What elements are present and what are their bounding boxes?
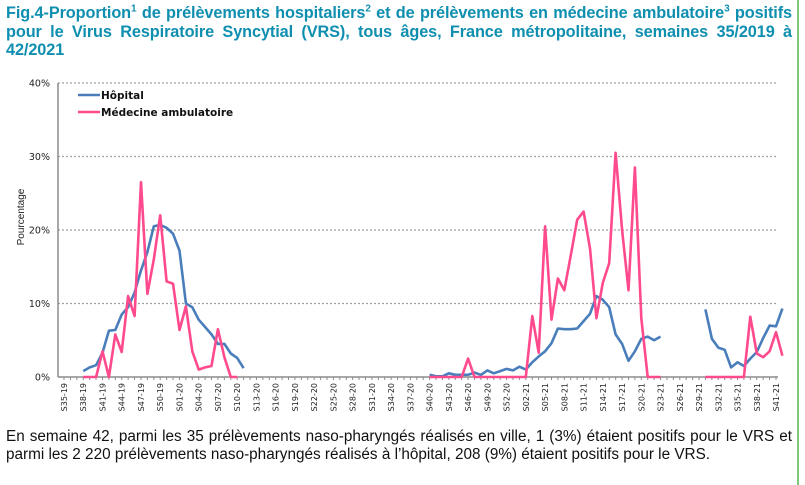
x-tick-label: S01-20 bbox=[175, 383, 184, 411]
x-tick-label: S50-19 bbox=[156, 383, 165, 411]
series-line-hospital bbox=[429, 294, 662, 378]
legend-label-hospital: Hôpital bbox=[101, 90, 144, 102]
x-tick-label: S13-20 bbox=[252, 383, 261, 411]
series-line-ambulatory bbox=[429, 151, 661, 379]
series-lines bbox=[82, 151, 784, 379]
x-tick-label: S44-19 bbox=[118, 383, 127, 411]
y-tick-label: 20% bbox=[29, 226, 50, 237]
title-part-4: positifs pour le Virus Respiratoire Sync… bbox=[6, 4, 792, 59]
chart-title: Fig.4-Proportion1 de prélèvements hospit… bbox=[6, 4, 792, 60]
y-axis-label: Pourcentage bbox=[16, 188, 27, 245]
x-tick-label: S08-21 bbox=[560, 383, 569, 411]
x-tick-label: S47-19 bbox=[137, 383, 146, 411]
x-tick-label: S38-19 bbox=[79, 383, 88, 411]
x-tick-label: S34-20 bbox=[387, 383, 396, 411]
x-tick-label: S11-21 bbox=[580, 383, 589, 411]
title-part-3: et de prélèvements en médecine ambulatoi… bbox=[370, 4, 725, 22]
x-tick-label: S20-21 bbox=[637, 383, 646, 411]
x-tick-label: S26-21 bbox=[676, 383, 685, 411]
footnote-1: 1 bbox=[131, 3, 137, 15]
x-axis-ticks: S35-19 S38-19 S41-19 S44-19 S47-19 S50-19 S01-… bbox=[60, 377, 781, 411]
y-tick-label: 30% bbox=[29, 152, 50, 163]
legend: Hôpital Médecine ambulatoire bbox=[78, 90, 233, 119]
series-line-ambulatory bbox=[83, 180, 238, 379]
y-axis-ticks: 0% 10% 20% 30% 40% bbox=[29, 79, 50, 384]
x-tick-label: S43-20 bbox=[445, 383, 454, 411]
line-chart: 0%10%20%30%40% S35-19 S38-19 S41-19 S44-19 S… bbox=[16, 79, 784, 411]
x-tick-label: S32-21 bbox=[714, 383, 723, 411]
x-tick-label: S31-20 bbox=[368, 383, 377, 411]
x-tick-label: S23-21 bbox=[657, 383, 666, 411]
x-tick-label: S41-19 bbox=[98, 383, 107, 411]
x-tick-label: S49-20 bbox=[483, 383, 492, 411]
legend-label-ambulatory: Médecine ambulatoire bbox=[101, 107, 233, 119]
x-tick-label: S10-20 bbox=[233, 383, 242, 411]
series-line-hospital bbox=[704, 308, 784, 369]
x-tick-label: S35-21 bbox=[734, 383, 743, 411]
y-tick-label: 10% bbox=[29, 299, 50, 310]
x-tick-label: S16-20 bbox=[272, 383, 281, 411]
x-tick-label: S05-21 bbox=[541, 383, 550, 411]
grid-lines bbox=[58, 82, 778, 305]
footnote-3: 3 bbox=[724, 3, 730, 15]
caption-text: En semaine 42, parmi les 35 prélèvements… bbox=[6, 428, 792, 463]
title-part-2: de prélèvements hospitaliers bbox=[136, 4, 366, 22]
footnote-2: 2 bbox=[365, 3, 371, 15]
x-tick-label: S35-19 bbox=[60, 383, 69, 411]
x-tick-label: S52-20 bbox=[503, 383, 512, 411]
x-tick-label: S40-20 bbox=[426, 383, 435, 411]
x-tick-label: S07-20 bbox=[214, 383, 223, 411]
x-tick-label: S04-20 bbox=[195, 383, 204, 411]
x-tick-label: S14-21 bbox=[599, 383, 608, 411]
x-tick-label: S29-21 bbox=[695, 383, 704, 411]
y-tick-label: 0% bbox=[35, 373, 50, 384]
x-tick-label: S02-21 bbox=[522, 383, 531, 411]
x-tick-label: S17-21 bbox=[618, 383, 627, 411]
page-edge-border bbox=[797, 0, 799, 485]
title-part-1: Fig.4-Proportion bbox=[6, 4, 132, 22]
x-tick-label: S25-20 bbox=[329, 383, 338, 411]
x-tick-label: S22-20 bbox=[310, 383, 319, 411]
series-line-ambulatory bbox=[705, 315, 784, 379]
x-tick-label: S37-20 bbox=[406, 383, 415, 411]
x-tick-label: S28-20 bbox=[349, 383, 358, 411]
y-tick-label: 40% bbox=[29, 79, 50, 90]
x-tick-label: S46-20 bbox=[464, 383, 473, 411]
x-tick-label: S41-21 bbox=[772, 383, 781, 411]
x-tick-label: S19-20 bbox=[291, 383, 300, 411]
x-tick-label: S38-21 bbox=[753, 383, 762, 411]
